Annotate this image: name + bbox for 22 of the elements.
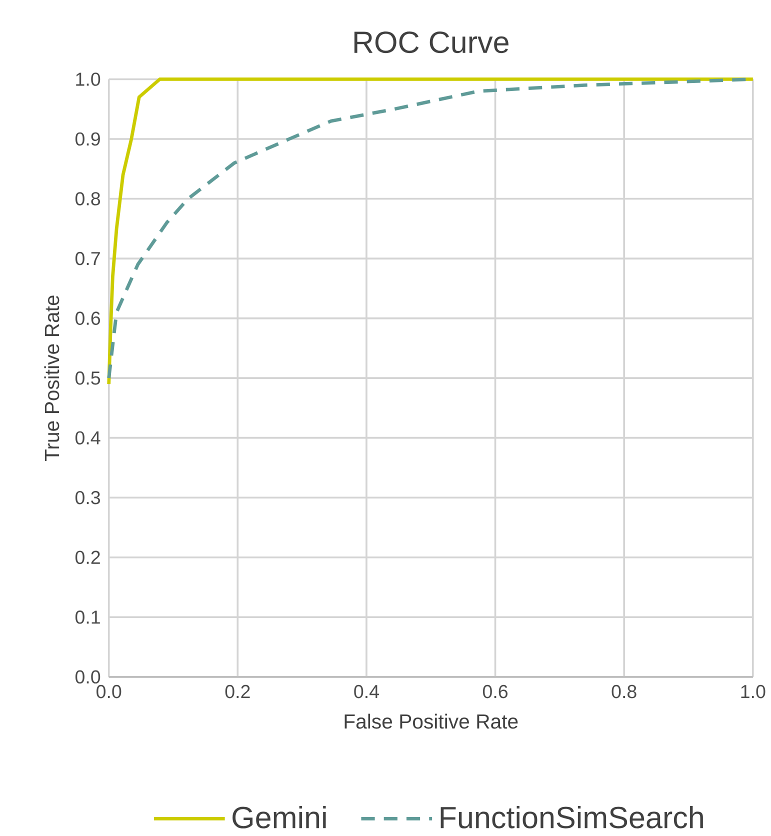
y-tick-label: 0.3 bbox=[76, 490, 100, 504]
y-tick-label: 0.9 bbox=[76, 132, 100, 146]
x-tick-label: 0.6 bbox=[482, 684, 508, 698]
y-tick-label: 0.2 bbox=[76, 550, 100, 564]
chart-title: ROC Curve bbox=[354, 31, 508, 54]
x-axis-title: False Positive Rate bbox=[344, 714, 518, 729]
x-tick-label: 0.4 bbox=[354, 684, 380, 698]
y-tick-label: 0.0 bbox=[76, 670, 100, 684]
y-axis-title: True Positive Rate bbox=[44, 296, 60, 462]
y-tick-label: 0.8 bbox=[76, 192, 100, 206]
legend-label: Gemini bbox=[232, 806, 326, 828]
legend-label: FunctionSimSearch bbox=[440, 806, 703, 828]
y-tick-label: 0.1 bbox=[76, 610, 100, 624]
y-tick-label: 0.6 bbox=[76, 312, 100, 325]
y-tick-label: 0.7 bbox=[76, 252, 100, 266]
x-tick-label: 1.0 bbox=[741, 684, 766, 698]
x-tick-label: 0.8 bbox=[612, 684, 636, 698]
x-tick-label: 0.2 bbox=[225, 684, 250, 698]
y-tick-label: 1.0 bbox=[76, 72, 100, 86]
x-tick-label: 0.0 bbox=[96, 684, 122, 698]
y-tick-label: 0.5 bbox=[76, 371, 100, 385]
y-tick-label: 0.4 bbox=[76, 431, 100, 444]
